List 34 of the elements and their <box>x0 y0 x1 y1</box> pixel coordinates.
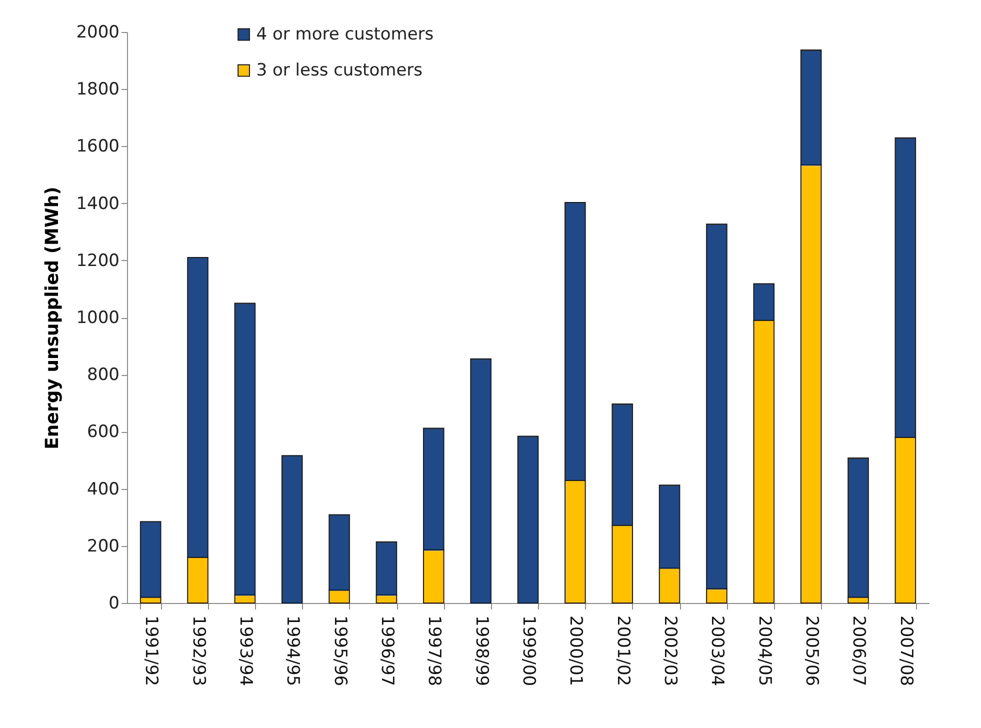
x-tick-label: 1997/98 <box>424 616 444 686</box>
x-tick-label: 1996/97 <box>376 616 397 686</box>
x-tick-label: 1998/99 <box>471 616 492 686</box>
legend-label: 3 or less customers <box>256 60 423 80</box>
y-tick-label: 0 <box>108 594 120 614</box>
y-tick-label: 2000 <box>76 22 120 42</box>
y-axis-title: Energy unsupplied (MWh) <box>42 186 64 450</box>
x-tick-label: 2006/07 <box>848 616 869 686</box>
x-tick-label: 2001/02 <box>612 616 633 686</box>
y-tick-label: 1200 <box>76 250 120 271</box>
x-tick-label: 2002/03 <box>660 616 680 686</box>
x-tick-label: 2004/05 <box>754 616 774 686</box>
y-tick-label: 400 <box>87 479 120 500</box>
y-tick-label: 200 <box>87 536 120 556</box>
legend-label: 4 or more customers <box>256 24 434 44</box>
y-tick-label: 1800 <box>76 80 120 100</box>
y-tick-label: 1000 <box>76 308 120 328</box>
bar <box>470 358 492 604</box>
x-tick-label: 2007/08 <box>896 616 916 686</box>
bar <box>281 455 303 604</box>
y-tick-label: 600 <box>87 422 120 442</box>
y-tick-label: 1600 <box>76 136 120 157</box>
x-tick-label: 1999/00 <box>518 616 538 686</box>
y-tick-label: 1400 <box>76 194 120 214</box>
x-tick-label: 1995/96 <box>330 616 350 686</box>
x-tick-label: 1991/92 <box>141 616 162 686</box>
x-tick-label: 1994/95 <box>282 616 303 686</box>
x-tick-label: 2003/04 <box>707 616 728 686</box>
y-tick-label: 800 <box>87 365 120 386</box>
x-tick-label: 2000/01 <box>566 616 586 686</box>
x-tick-label: 2005/06 <box>802 616 822 686</box>
bar <box>517 436 539 604</box>
x-tick-label: 1992/93 <box>188 616 208 686</box>
x-tick-label: 1993/94 <box>235 616 256 686</box>
